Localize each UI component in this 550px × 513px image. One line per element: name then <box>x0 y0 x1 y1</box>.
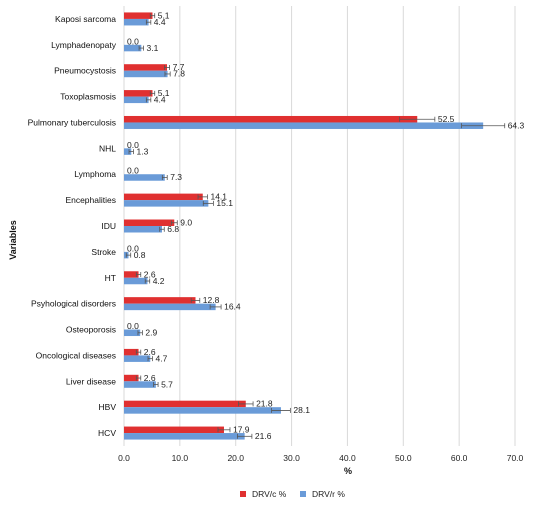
bar <box>124 226 162 233</box>
bar <box>124 297 196 304</box>
category-label: NHL <box>99 143 116 153</box>
category-label: Pulmonary tuberculosis <box>28 117 116 127</box>
bar <box>124 200 209 207</box>
data-label: 2.6 <box>144 347 156 357</box>
labels: 0.0 10.0 20.0 30.0 40.0 50.0 60.0 70.0 Kaposi sa… <box>28 10 525 463</box>
x-tick-label: 0.0 <box>118 453 130 463</box>
bar <box>124 219 175 226</box>
data-label: 7.8 <box>173 69 185 79</box>
data-label: 7.7 <box>173 62 185 72</box>
x-tick-label: 30.0 <box>283 453 300 463</box>
data-label: 6.8 <box>167 224 179 234</box>
data-label: 28.1 <box>293 405 310 415</box>
data-label: 0.8 <box>134 250 146 260</box>
category-label: HBV <box>99 402 117 412</box>
bar <box>124 44 142 52</box>
bar <box>124 348 139 356</box>
data-label: 2.6 <box>144 373 156 383</box>
data-label: 4.2 <box>153 276 165 286</box>
bar <box>124 148 132 155</box>
bar <box>124 122 484 129</box>
data-label: 0.0 <box>127 166 139 176</box>
bar <box>124 12 153 19</box>
category-label: Toxoplasmosis <box>60 92 116 102</box>
bar <box>124 64 168 71</box>
x-tick-label: 40.0 <box>339 453 356 463</box>
category-label: Liver disease <box>66 376 116 386</box>
category-label: Lymphadenopaty <box>51 40 117 50</box>
category-label: HT <box>105 273 116 283</box>
data-label: 4.4 <box>154 17 166 27</box>
category-label: Lymphoma <box>74 169 116 179</box>
bar <box>124 174 165 181</box>
category-label: HCV <box>98 428 116 438</box>
data-label: 2.6 <box>144 269 156 279</box>
data-label: 5.1 <box>158 88 170 98</box>
x-tick-label: 20.0 <box>227 453 244 463</box>
bar <box>124 355 151 362</box>
bars <box>124 12 506 440</box>
x-axis-title: % <box>344 466 352 476</box>
grid <box>123 6 516 446</box>
bar <box>124 400 246 408</box>
data-label: 7.3 <box>170 172 182 182</box>
data-label: 4.7 <box>155 353 167 363</box>
data-label: 21.8 <box>256 399 273 409</box>
data-label: 5.1 <box>158 10 170 20</box>
x-tick-label: 50.0 <box>395 453 412 463</box>
bar <box>124 18 149 26</box>
legend-swatch <box>300 491 306 497</box>
legend-label: DRV/r % <box>312 489 345 499</box>
bar <box>124 96 149 104</box>
data-label: 14.1 <box>210 192 227 202</box>
legend-label: DRV/c % <box>252 489 287 499</box>
data-label: 21.6 <box>255 431 272 441</box>
data-label: 2.9 <box>145 328 157 338</box>
bar <box>124 426 224 434</box>
data-label: 1.3 <box>136 146 148 156</box>
category-label: Kaposi sarcoma <box>55 14 116 24</box>
category-label: Encephalities <box>65 195 116 205</box>
category-label: Psyhological disorders <box>31 299 116 309</box>
data-label: 16.4 <box>224 302 241 312</box>
data-label: 5.7 <box>161 379 173 389</box>
bar <box>124 70 168 78</box>
bar <box>124 90 153 97</box>
bar <box>124 277 148 285</box>
data-label: 0.0 <box>127 243 139 253</box>
category-label: IDU <box>101 221 116 231</box>
bar <box>124 433 245 440</box>
bar <box>124 329 141 337</box>
bar <box>124 303 216 311</box>
data-label: 9.0 <box>180 218 192 228</box>
bar <box>124 374 139 382</box>
x-tick-label: 10.0 <box>172 453 189 463</box>
bar <box>124 193 203 201</box>
category-label: Osteoporosis <box>66 325 116 335</box>
data-label: 52.5 <box>438 114 455 124</box>
y-axis-title: Variables <box>8 220 18 260</box>
data-label: 15.1 <box>216 198 233 208</box>
bar <box>124 407 281 414</box>
x-tick-label: 70.0 <box>507 453 524 463</box>
data-label: 17.9 <box>233 425 250 435</box>
data-label: 64.3 <box>508 120 525 130</box>
data-label: 0.0 <box>127 140 139 150</box>
data-label: 0.0 <box>127 321 139 331</box>
data-label: 12.8 <box>203 295 220 305</box>
bar <box>124 115 418 123</box>
data-label: 4.4 <box>154 95 166 105</box>
category-label: Oncological diseases <box>36 350 116 360</box>
bar <box>124 381 156 388</box>
legend-swatch <box>240 491 246 497</box>
data-label: 0.0 <box>127 36 139 46</box>
bar <box>124 271 139 278</box>
x-tick-label: 60.0 <box>451 453 468 463</box>
data-label: 3.1 <box>147 43 159 53</box>
legend: DRV/c % DRV/r % <box>240 489 345 499</box>
category-label: Pneumocystosis <box>54 66 116 76</box>
category-label: Stroke <box>91 247 116 257</box>
